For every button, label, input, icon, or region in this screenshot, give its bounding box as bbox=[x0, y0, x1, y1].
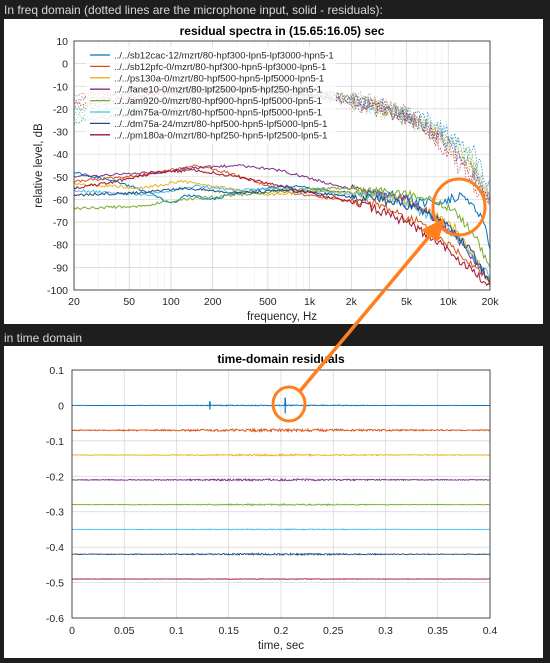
x-tick-label: 100 bbox=[162, 296, 180, 308]
x-tick-label: 10k bbox=[440, 296, 458, 308]
y-tick-label: -90 bbox=[53, 262, 68, 274]
x-axis-label: frequency, Hz bbox=[247, 311, 317, 323]
x-tick-label: 0.3 bbox=[378, 625, 393, 637]
x-tick-label: 1k bbox=[304, 296, 316, 308]
x-tick-label: 0.2 bbox=[274, 625, 289, 637]
y-tick-label: -0.6 bbox=[46, 613, 64, 625]
x-tick-label: 0.4 bbox=[483, 625, 498, 637]
time-caption: in time domain bbox=[4, 331, 83, 345]
x-tick-label: 20k bbox=[482, 296, 500, 308]
y-tick-label: -0.4 bbox=[46, 542, 64, 554]
y-tick-label: -80 bbox=[53, 240, 68, 252]
legend-label: ../../ps130a-0/mzrt/80-hpf500-hpn5-lpf50… bbox=[114, 73, 324, 84]
y-tick-label: -0.3 bbox=[46, 507, 64, 519]
x-tick-label: 0 bbox=[69, 625, 75, 637]
trace-line-7 bbox=[72, 552, 491, 557]
axes-box bbox=[73, 40, 491, 291]
freq-chart-panel: 20 50 100 200 500 1k 2k 5k 10k 20k 10 0 -10 -20 -30 -40… bbox=[4, 19, 543, 324]
residual-line-2 bbox=[73, 164, 491, 280]
trace-line-5 bbox=[72, 503, 491, 507]
y-tick-label: 0.1 bbox=[49, 365, 64, 377]
y-tick-label: -10 bbox=[53, 81, 68, 93]
trace-line-6 bbox=[71, 528, 491, 531]
y-axis-label: relative level, dB bbox=[33, 123, 45, 208]
residual-line-4 bbox=[73, 163, 491, 284]
x-tick-label: 5k bbox=[401, 296, 413, 308]
y-tick-label: -0.5 bbox=[46, 578, 64, 590]
legend-label: ../../am920-0/mzrt/80-hpf900-hpn5-lpf500… bbox=[114, 96, 322, 107]
trace-line-4 bbox=[71, 477, 491, 483]
x-tick-label: 500 bbox=[259, 296, 277, 308]
legend-label: ../../dm75a-0/mzrt/80-hpf500-hpn5-lpf500… bbox=[114, 108, 322, 119]
chart-title: residual spectra in (15.65:16.05) sec bbox=[180, 24, 385, 38]
x-tick-label: 0.35 bbox=[428, 625, 449, 637]
y-tick-label: -70 bbox=[53, 217, 68, 229]
legend-label: ../../fane10-0/mzrt/80-lpf2500-lpn5-hpf2… bbox=[114, 85, 322, 96]
y-tick-label: -20 bbox=[53, 104, 68, 116]
legend-label: ../../sb12cac-12/mzrt/80-hpf300-lpn5-lpf… bbox=[114, 51, 334, 62]
residual-line-7 bbox=[73, 186, 491, 284]
y-tick-label: 0 bbox=[62, 59, 68, 71]
trace-line-3 bbox=[71, 452, 491, 457]
axes-box bbox=[71, 369, 491, 619]
x-tick-label: 0.15 bbox=[219, 625, 240, 637]
residual-line-5 bbox=[73, 184, 491, 268]
legend: ../../sb12cac-12/mzrt/80-hpf300-lpn5-lpf… bbox=[86, 47, 336, 145]
y-tick-label: -50 bbox=[53, 172, 68, 184]
x-tick-label: 20 bbox=[68, 296, 80, 308]
x-tick-label: 200 bbox=[204, 296, 222, 308]
x-tick-label: 0.1 bbox=[169, 625, 184, 637]
x-axis-label: time, sec bbox=[258, 640, 304, 652]
trace-line-2 bbox=[71, 427, 491, 434]
x-tick-label: 50 bbox=[123, 296, 135, 308]
y-tick-label: -60 bbox=[53, 194, 68, 206]
time-chart: 0 0.05 0.1 0.15 0.2 0.25 0.3 0.35 0.4 0.1 0 -0.1 -0.… bbox=[46, 352, 498, 652]
y-tick-label: -0.2 bbox=[46, 471, 64, 483]
y-tick-label: 10 bbox=[56, 36, 68, 48]
freq-chart: 20 50 100 200 500 1k 2k 5k 10k 20k100-10-20-30-40… bbox=[33, 24, 500, 323]
y-tick-label: -40 bbox=[53, 149, 68, 161]
trace-line-8 bbox=[71, 578, 491, 580]
y-tick-label: -0.1 bbox=[46, 436, 64, 448]
legend-box bbox=[86, 47, 336, 145]
legend-label: ../../dm75a-24/mzrt/80-hpf500-hpn5-lpf50… bbox=[114, 119, 327, 130]
legend-label: ../../sb12pfc-0/mzrt/80-hpf300-hpn5-lpf3… bbox=[114, 62, 326, 73]
chart-title: time-domain residuals bbox=[217, 352, 345, 366]
y-tick-label: -100 bbox=[47, 285, 68, 297]
x-tick-label: 0.25 bbox=[323, 625, 344, 637]
residual-line-8 bbox=[73, 168, 491, 287]
x-tick-label: 0.05 bbox=[114, 625, 135, 637]
x-tick-label: 2k bbox=[346, 296, 358, 308]
time-chart-panel: 0 0.05 0.1 0.15 0.2 0.25 0.3 0.35 0.4 0.1 0 -0.1 -0.… bbox=[4, 346, 543, 658]
y-tick-label: 0 bbox=[58, 400, 64, 412]
freq-caption: In freq domain (dotted lines are the mic… bbox=[4, 3, 383, 17]
legend-label: ../../pm180a-0/mzrt/80-hpf250-hpn5-lpf25… bbox=[114, 130, 327, 141]
y-tick-label: -30 bbox=[53, 127, 68, 139]
